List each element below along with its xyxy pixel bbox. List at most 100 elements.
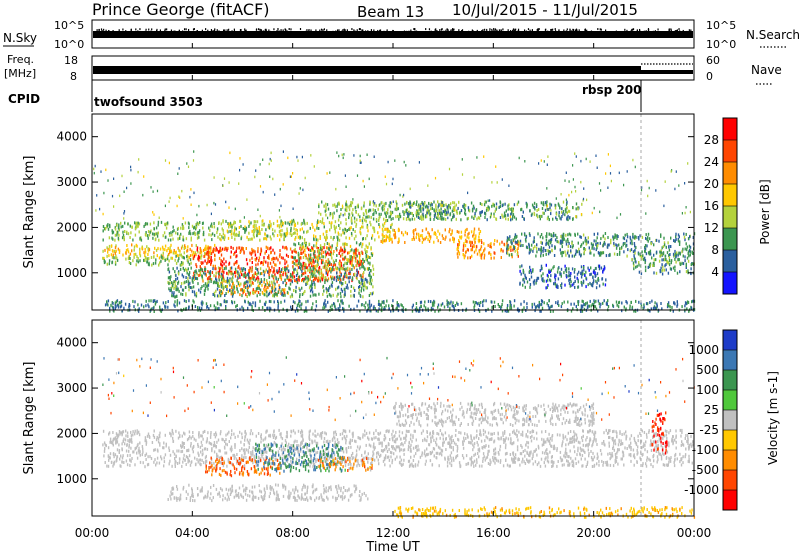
power-cell	[350, 289, 352, 293]
power-cell	[156, 299, 158, 303]
power-cell	[221, 276, 224, 280]
power-cell	[464, 211, 466, 215]
power-cell	[351, 211, 353, 215]
power-cell	[512, 238, 514, 242]
power-cell	[246, 262, 249, 266]
power-cell	[417, 216, 420, 219]
power-cell	[411, 238, 413, 241]
power-cell	[278, 209, 280, 212]
power-cell	[434, 215, 436, 219]
noise-spike	[182, 30, 184, 33]
noise-spike	[361, 29, 363, 32]
power-cell	[158, 256, 161, 260]
power-cell	[596, 244, 599, 247]
power-cell	[689, 249, 691, 253]
power-cell	[380, 303, 382, 307]
noise-spike	[682, 29, 684, 32]
power-cell	[372, 272, 375, 276]
noise-spike	[551, 28, 553, 31]
power-cell	[361, 279, 363, 283]
power-cell	[300, 267, 302, 271]
power-cell	[345, 185, 347, 188]
power-cell	[338, 252, 340, 255]
power-cell	[427, 205, 429, 209]
power-cell	[190, 261, 192, 265]
power-cell	[597, 299, 600, 303]
power-cell	[350, 294, 352, 298]
power-cell	[113, 205, 115, 208]
power-cell	[328, 252, 330, 256]
power-cell	[222, 286, 224, 290]
noise-spike	[538, 28, 540, 31]
power-cell	[415, 212, 417, 216]
power-cell	[475, 245, 478, 249]
power-cell	[433, 303, 435, 307]
power-cell	[310, 288, 313, 292]
power-cell	[226, 279, 228, 283]
power-cell	[630, 248, 633, 252]
power-cell	[449, 206, 451, 210]
power-cell	[122, 253, 124, 257]
power-cell	[268, 256, 270, 260]
power-cell	[511, 255, 513, 259]
power-cell	[263, 302, 266, 306]
power-cell	[664, 180, 666, 183]
power-cell	[133, 245, 136, 249]
power-cell	[292, 232, 295, 235]
noise-spike	[174, 30, 176, 33]
power-cell	[315, 276, 317, 280]
power-cell	[472, 204, 475, 208]
power-cell	[234, 290, 236, 294]
power-cell	[631, 258, 633, 261]
power-cell	[310, 283, 313, 287]
power-cell	[185, 276, 187, 279]
power-cell	[520, 302, 522, 306]
power-cell	[357, 205, 359, 209]
power-cell	[447, 210, 449, 214]
power-cell	[526, 246, 528, 250]
power-cell	[541, 241, 543, 245]
power-cell	[359, 273, 361, 277]
power-cell	[242, 291, 244, 295]
power-cell	[513, 245, 515, 249]
power-cell	[253, 223, 255, 227]
power-cell	[259, 185, 262, 188]
noise-spike	[531, 29, 533, 32]
power-cell	[201, 268, 203, 272]
power-cell	[233, 222, 235, 226]
power-cell	[466, 240, 468, 244]
power-cell	[259, 238, 261, 242]
power-cell	[268, 254, 270, 258]
power-cell	[313, 234, 315, 238]
power-cell	[352, 198, 354, 201]
power-cell	[560, 272, 562, 276]
power-cell	[324, 299, 326, 303]
power-cell	[468, 231, 470, 235]
power-cell	[215, 248, 217, 252]
power-cell	[223, 300, 225, 304]
power-cell	[347, 286, 349, 290]
power-cell	[218, 278, 220, 282]
power-cell	[96, 194, 98, 197]
power-cell	[426, 211, 428, 215]
power-cell	[568, 267, 570, 271]
power-cell	[555, 212, 558, 216]
power-cell	[369, 305, 371, 309]
power-cell	[169, 246, 171, 250]
power-cell	[351, 276, 354, 280]
power-cell	[360, 275, 363, 279]
power-cell	[370, 246, 372, 250]
power-cell	[439, 241, 442, 244]
power-cell	[433, 200, 435, 204]
power-cell	[165, 301, 167, 305]
power-cell	[340, 281, 342, 285]
power-cell	[433, 300, 436, 304]
power-cell	[668, 254, 670, 257]
noise-spike	[406, 30, 408, 33]
power-cell	[348, 204, 351, 208]
power-cell	[418, 205, 421, 209]
power-cell	[107, 247, 109, 251]
power-cell	[670, 170, 672, 173]
power-cell	[517, 239, 519, 243]
power-cell	[239, 293, 241, 297]
